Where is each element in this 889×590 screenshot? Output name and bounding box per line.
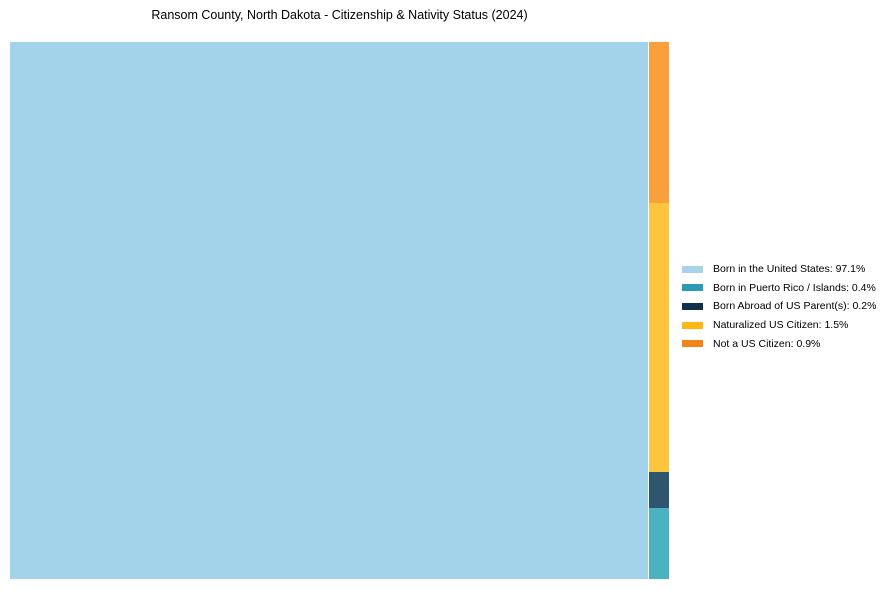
legend-label: Born in Puerto Rico / Islands: 0.4% <box>713 281 876 294</box>
legend-swatch <box>682 284 703 292</box>
legend-label: Naturalized US Citizen: 1.5% <box>713 319 849 332</box>
legend-item: Not a US Citizen: 0.9% <box>682 334 876 353</box>
treemap-rect-naturalized-us-citizen <box>649 203 669 472</box>
legend-item: Born in Puerto Rico / Islands: 0.4% <box>682 279 876 298</box>
legend-item: Naturalized US Citizen: 1.5% <box>682 316 876 335</box>
legend: Born in the United States: 97.1% Born in … <box>682 260 876 353</box>
treemap-rect-born-in-the-united-states <box>10 42 648 579</box>
treemap <box>10 42 669 579</box>
treemap-rect-born-abroad-of-us-parent-s <box>649 472 669 508</box>
chart-title: Ransom County, North Dakota - Citizenshi… <box>151 8 528 22</box>
legend-label: Born Abroad of US Parent(s): 0.2% <box>713 300 877 313</box>
legend-swatch <box>682 321 703 329</box>
legend-item: Born in the United States: 97.1% <box>682 260 876 279</box>
legend-swatch <box>682 340 703 348</box>
legend-label: Born in the United States: 97.1% <box>713 263 866 276</box>
legend-label: Not a US Citizen: 0.9% <box>713 337 821 350</box>
legend-swatch <box>682 302 703 310</box>
legend-swatch <box>682 265 703 273</box>
legend-item: Born Abroad of US Parent(s): 0.2% <box>682 297 876 316</box>
treemap-rect-born-in-puerto-rico-islands <box>649 508 669 579</box>
treemap-rect-not-a-us-citizen <box>649 42 669 203</box>
